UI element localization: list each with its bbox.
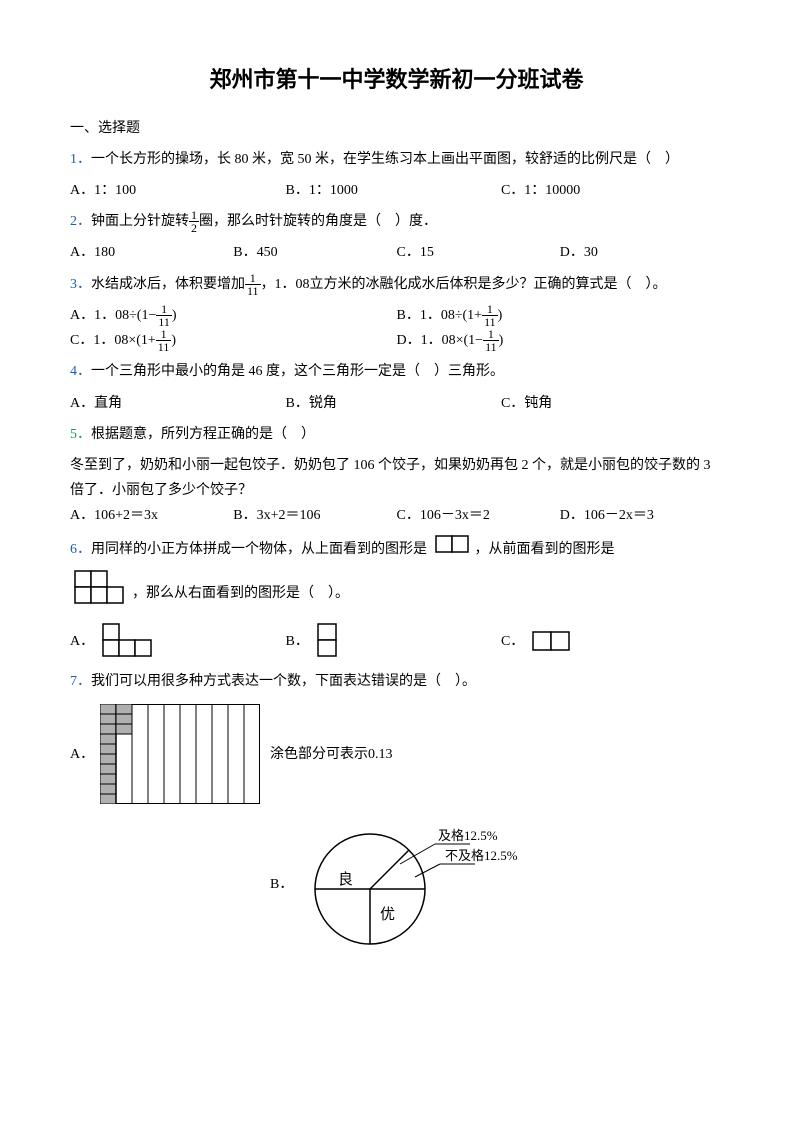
q2-opt-d: D．30 bbox=[560, 240, 723, 265]
q4-options: A．直角 B．锐角 C．钝角 bbox=[70, 391, 723, 416]
pie-label-good: 良 bbox=[338, 871, 353, 888]
q5-opt-d: D．106－2x＝3 bbox=[560, 503, 723, 528]
q3-text-b: ，1．08立方米的冰融化成水后体积是多少？正确的算式是（ ）。 bbox=[261, 277, 667, 292]
q4-number: 4． bbox=[70, 364, 91, 379]
q4-opt-a: A．直角 bbox=[70, 391, 285, 416]
pie-label-fail: 不及格12.5% bbox=[445, 848, 518, 863]
question-1: 1．一个长方形的操场，长 80 米，宽 50 米，在学生练习本上画出平面图，较舒… bbox=[70, 147, 723, 172]
page-title: 郑州市第十一中学数学新初一分班试卷 bbox=[70, 60, 723, 100]
q6-opt-a-shape-icon bbox=[102, 623, 156, 661]
q6-options: A． B． C． bbox=[70, 623, 723, 661]
q1-options: A．1：100 B．1：1000 C．1：10000 bbox=[70, 178, 723, 203]
q7-a-label: A． bbox=[70, 742, 88, 767]
q7-number: 7． bbox=[70, 674, 91, 689]
q1-text: 一个长方形的操场，长 80 米，宽 50 米，在学生练习本上画出平面图，较舒适的… bbox=[91, 152, 679, 167]
q4-text: 一个三角形中最小的角是 46 度，这个三角形一定是（ ）三角形。 bbox=[91, 364, 504, 379]
question-2: 2．钟面上分针旋转12圈，那么时针旋转的角度是（ ）度． bbox=[70, 209, 723, 234]
q4-opt-b: B．锐角 bbox=[285, 391, 500, 416]
q6-top-view-icon bbox=[435, 535, 471, 564]
q6-line2: ，那么从右面看到的图形是（ ）。 bbox=[70, 570, 723, 617]
q3-opt-a: A．1．08÷(1−111) bbox=[70, 303, 397, 328]
q2-number: 2． bbox=[70, 214, 91, 229]
q3-opt-b: B．1．08÷(1+111) bbox=[397, 303, 724, 328]
q7-b-pie-icon: 及格12.5% 不及格12.5% 良 优 bbox=[300, 814, 530, 954]
section-header: 一、选择题 bbox=[70, 116, 723, 141]
q3-options: A．1．08÷(1−111) B．1．08÷(1+111) C．1．08×(1+… bbox=[70, 303, 723, 354]
q6-opt-b-shape-icon bbox=[317, 623, 339, 661]
q2-opt-b: B．450 bbox=[233, 240, 396, 265]
q7-a-grid-icon bbox=[100, 704, 260, 804]
q2-options: A．180 B．450 C．15 D．30 bbox=[70, 240, 723, 265]
q7-text: 我们可以用很多种方式表达一个数，下面表达错误的是（ ）。 bbox=[91, 674, 476, 689]
q4-opt-c: C．钝角 bbox=[501, 391, 716, 416]
q2-text-a: 钟面上分针旋转 bbox=[91, 214, 189, 229]
q6-text-a: 用同样的小正方体拼成一个物体，从上面看到的图形是 bbox=[91, 541, 427, 556]
q6-opt-c: C． bbox=[501, 629, 716, 654]
q2-text-b: 圈，那么时针旋转的角度是（ ）度． bbox=[199, 214, 437, 229]
q3-fraction: 111 bbox=[245, 272, 261, 297]
q7-b-label: B． bbox=[270, 872, 288, 897]
q6-text-c: ，那么从右面看到的图形是（ ）。 bbox=[132, 586, 349, 601]
q1-opt-a: A．1：100 bbox=[70, 178, 285, 203]
question-3: 3．水结成冰后，体积要增加111，1．08立方米的冰融化成水后体积是多少？正确的… bbox=[70, 272, 723, 297]
q7-opt-a: A． 涂色部分可表示0.13 bbox=[70, 704, 723, 804]
q3-opt-d: D．1．08×(1−111) bbox=[397, 328, 724, 353]
q2-fraction: 12 bbox=[189, 209, 199, 234]
q6-number: 6． bbox=[70, 541, 91, 556]
pie-label-excellent: 优 bbox=[380, 906, 395, 923]
q7-opt-b: B． 及格12.5% 不及格12.5% 良 优 bbox=[270, 814, 723, 954]
question-7: 7．我们可以用很多种方式表达一个数，下面表达错误的是（ ）。 bbox=[70, 669, 723, 694]
question-5: 5．根据题意，所列方程正确的是（ ） bbox=[70, 422, 723, 447]
q6-text-b: ，从前面看到的图形是 bbox=[475, 541, 615, 556]
q5-opt-a: A．106+2＝3x bbox=[70, 503, 233, 528]
q1-opt-c: C．1：10000 bbox=[501, 178, 716, 203]
q1-opt-b: B．1：1000 bbox=[285, 178, 500, 203]
q2-opt-a: A．180 bbox=[70, 240, 233, 265]
q5-opt-b: B．3x+2＝106 bbox=[233, 503, 396, 528]
q7-a-caption: 涂色部分可表示0.13 bbox=[270, 742, 393, 767]
q5-story: 冬至到了，奶奶和小丽一起包饺子．奶奶包了 106 个饺子，如果奶奶再包 2 个，… bbox=[70, 453, 723, 503]
q3-text-a: 水结成冰后，体积要增加 bbox=[91, 277, 245, 292]
q6-opt-c-shape-icon bbox=[532, 631, 572, 653]
q5-number: 5． bbox=[70, 427, 91, 442]
q6-opt-b: B． bbox=[285, 623, 500, 661]
q1-number: 1． bbox=[70, 152, 91, 167]
q5-text: 根据题意，所列方程正确的是（ ） bbox=[91, 427, 315, 442]
q2-opt-c: C．15 bbox=[397, 240, 560, 265]
q3-opt-c: C．1．08×(1+111) bbox=[70, 328, 397, 353]
q3-number: 3． bbox=[70, 277, 91, 292]
pie-label-pass: 及格12.5% bbox=[438, 828, 498, 843]
question-4: 4．一个三角形中最小的角是 46 度，这个三角形一定是（ ）三角形。 bbox=[70, 359, 723, 384]
q6-front-view-icon bbox=[74, 570, 128, 617]
q6-opt-a: A． bbox=[70, 623, 285, 661]
q5-options: A．106+2＝3x B．3x+2＝106 C．106－3x＝2 D．106－2… bbox=[70, 503, 723, 528]
q5-opt-c: C．106－3x＝2 bbox=[397, 503, 560, 528]
question-6: 6．用同样的小正方体拼成一个物体，从上面看到的图形是 ，从前面看到的图形是 bbox=[70, 535, 723, 564]
